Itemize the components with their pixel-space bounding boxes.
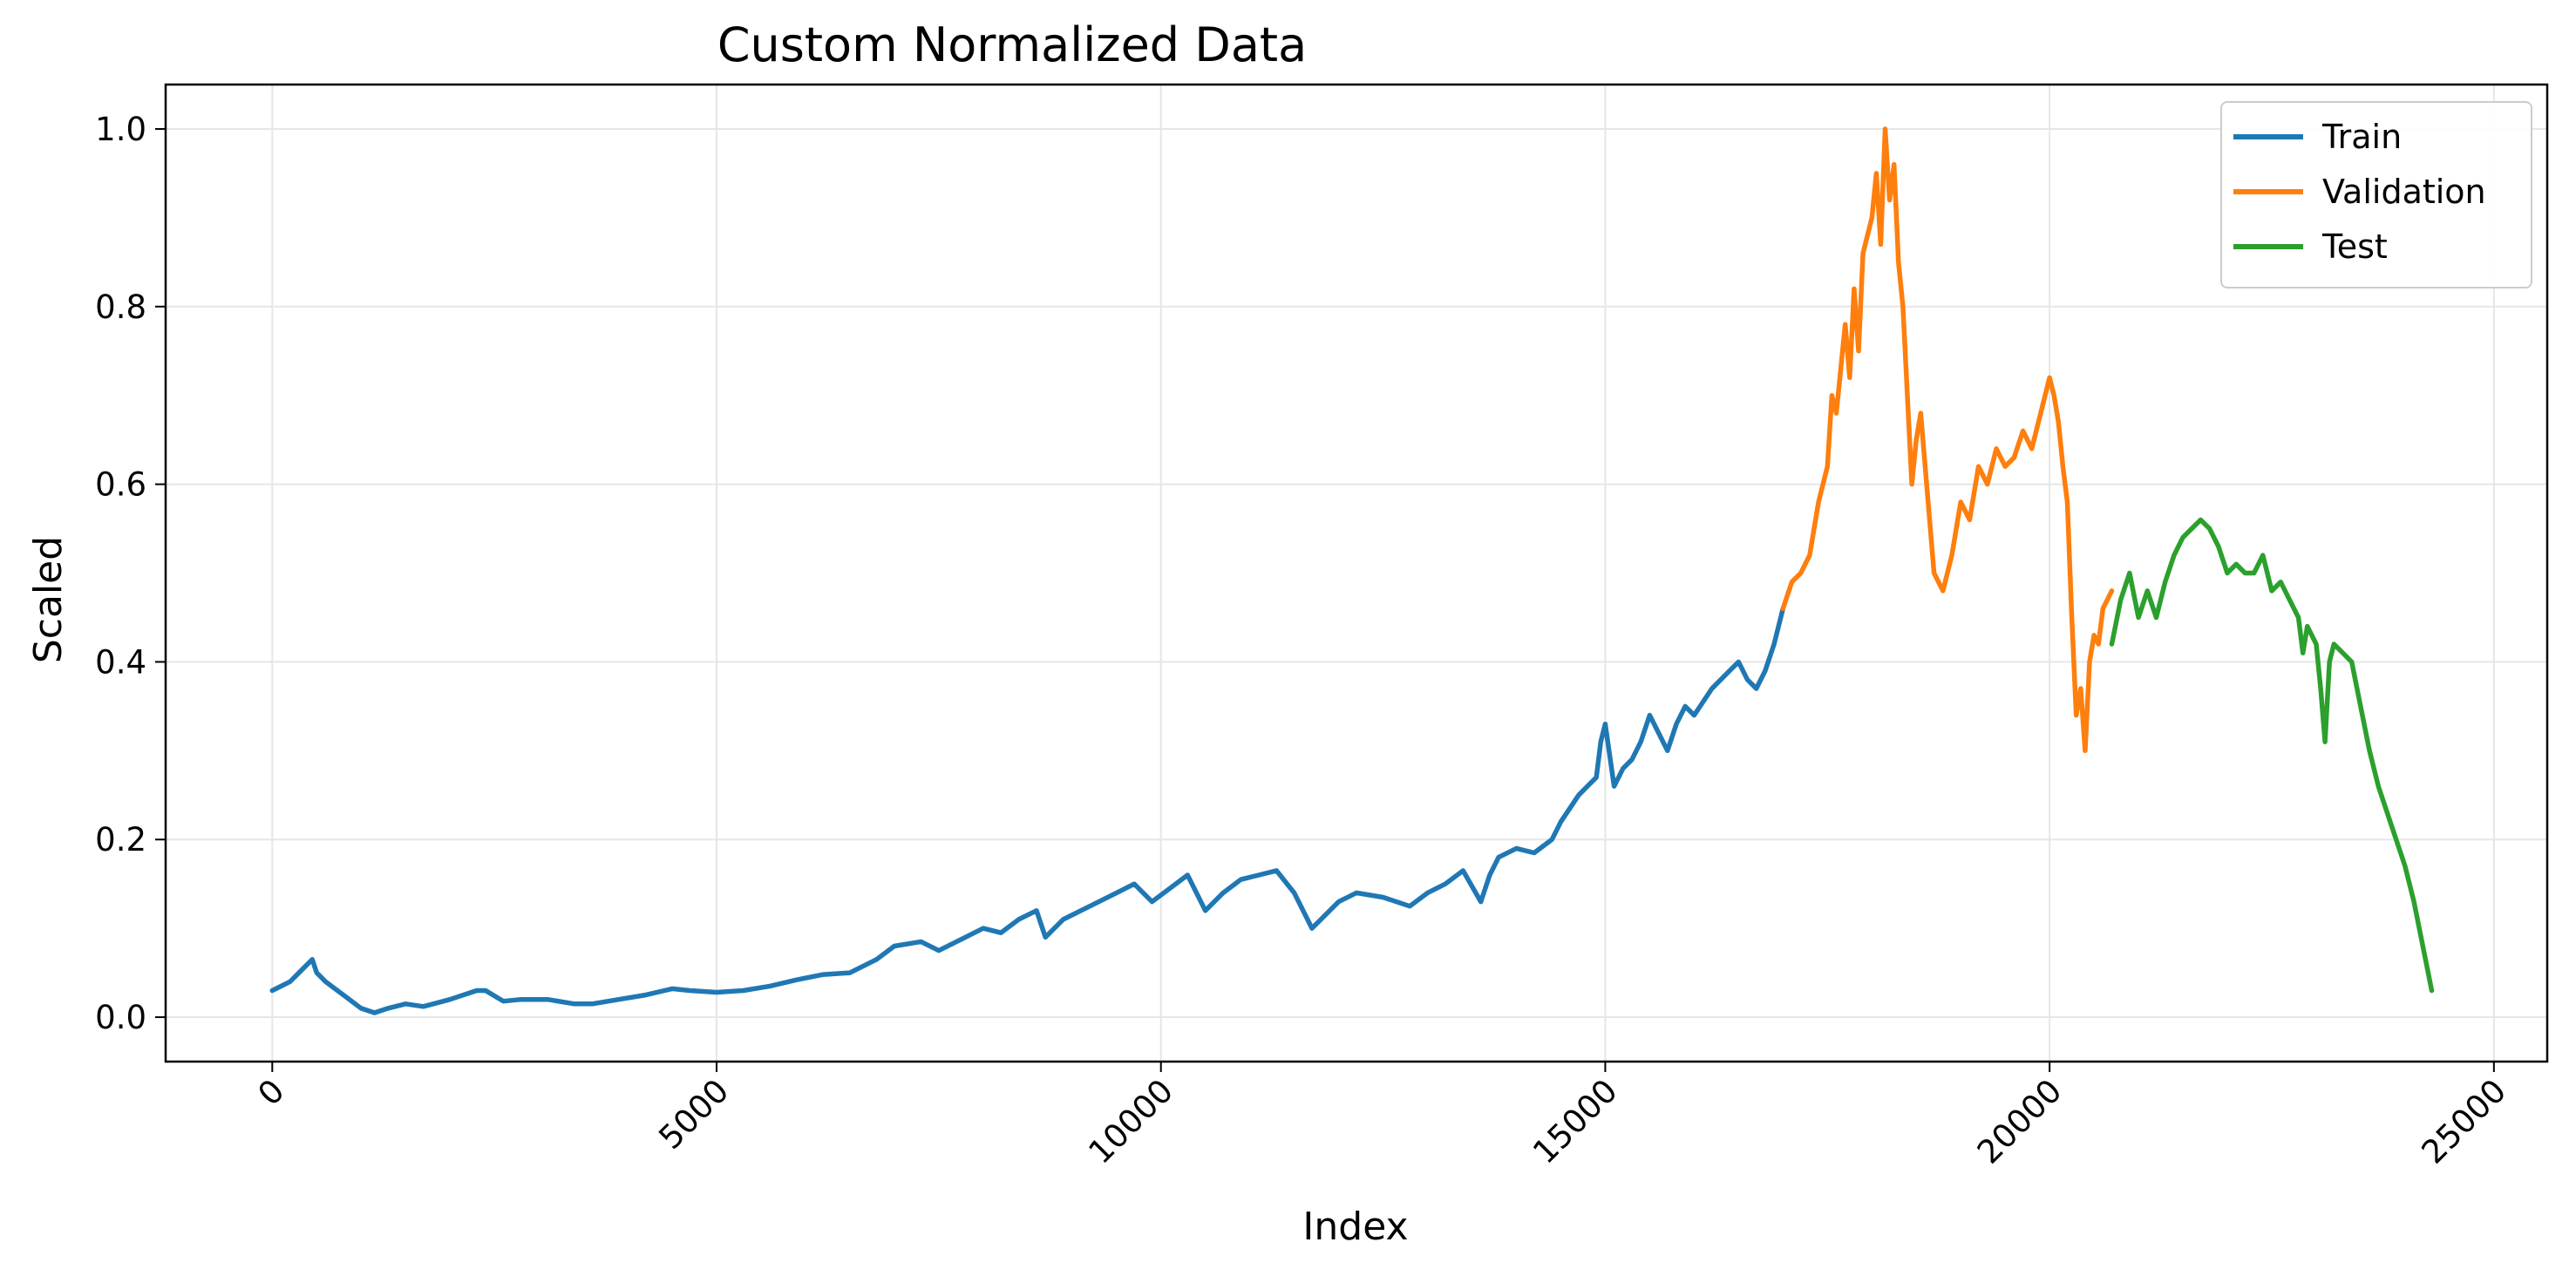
y-tick-label: 0.2	[95, 821, 146, 859]
y-tick-label: 1.0	[95, 111, 146, 148]
y-axis-label: Scaled	[26, 536, 71, 663]
series-layer	[269, 126, 2435, 1015]
x-axis-label: Index	[1302, 1205, 1408, 1249]
plot-frame	[164, 83, 2549, 1063]
legend: Train Validation Test	[2220, 101, 2532, 288]
legend-box	[2220, 101, 2532, 288]
y-tick-label: 0.8	[95, 288, 146, 326]
y-tick-label: 0.0	[95, 999, 146, 1036]
y-tick-label: 0.6	[95, 466, 146, 504]
series-line-train	[269, 606, 1786, 1015]
chart-title: Custom Normalized Data	[717, 17, 1307, 72]
y-tick-label: 0.4	[95, 643, 146, 681]
series-line-validation	[1780, 126, 2115, 754]
legend-label-test: Test	[2321, 227, 2388, 266]
legend-label-validation: Validation	[2322, 173, 2486, 211]
series-line-test	[2109, 517, 2435, 994]
legend-label-train: Train	[2321, 118, 2402, 156]
